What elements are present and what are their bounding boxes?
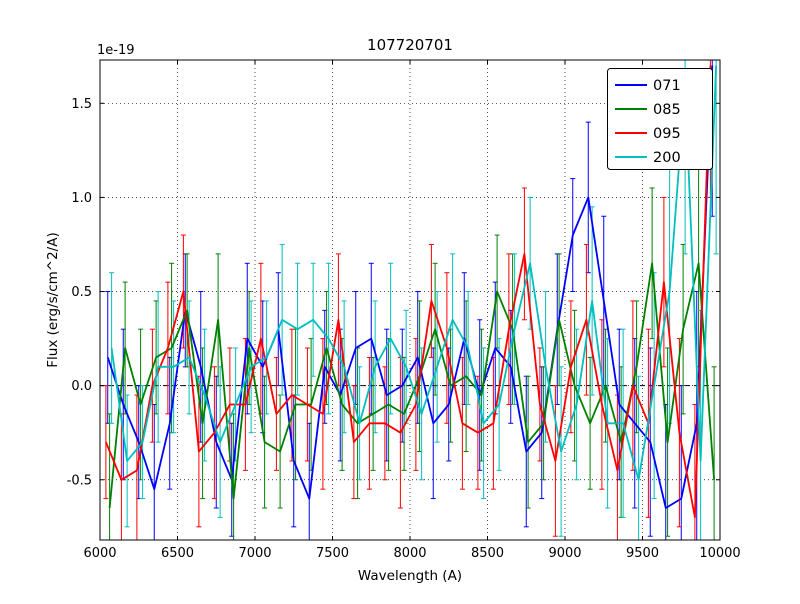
y-tick-label: -0.5 [67, 473, 92, 488]
x-tick-label: 9000 [548, 546, 581, 561]
y-tick-label: 1.0 [71, 191, 92, 206]
series-line-085 [108, 262, 715, 509]
x-axis-label: Wavelength (A) [358, 568, 462, 584]
plot-area [103, 60, 719, 540]
x-tick-label: 8000 [393, 546, 426, 561]
legend-label-085: 085 [653, 102, 681, 118]
y-axis-offset-text: 1e-19 [97, 43, 135, 58]
y-tick-label: 0.0 [71, 379, 92, 394]
x-tick-label: 6000 [83, 546, 116, 561]
y-axis-label: Flux (erg/s/cm^2/A) [45, 232, 61, 367]
chart-title: 107720701 [367, 36, 453, 54]
legend-box [607, 68, 713, 170]
x-tick-label: 6500 [161, 546, 194, 561]
y-tick-label: 0.5 [71, 285, 92, 300]
legend-label-071: 071 [653, 78, 681, 94]
x-tick-label: 7000 [238, 546, 271, 561]
x-tick-label: 10000 [699, 546, 740, 561]
series-line-095 [105, 65, 712, 519]
tick-labels: 6000 6500 7000 7500 8000 8500 9000 9500 10000 -0.… [67, 97, 741, 561]
legend: 071 085 095 200 [607, 68, 713, 170]
series-line-200 [110, 65, 717, 481]
x-tick-label: 8500 [471, 546, 504, 561]
y-tick-label: 1.5 [71, 97, 92, 112]
legend-label-200: 200 [653, 150, 681, 166]
x-tick-label: 7500 [316, 546, 349, 561]
chart-layers: 6000 6500 7000 7500 8000 8500 9000 9500 10000 -0.… [67, 59, 741, 561]
x-tick-label: 9500 [626, 546, 659, 561]
legend-label-095: 095 [653, 126, 681, 142]
tick-marks [99, 60, 721, 540]
